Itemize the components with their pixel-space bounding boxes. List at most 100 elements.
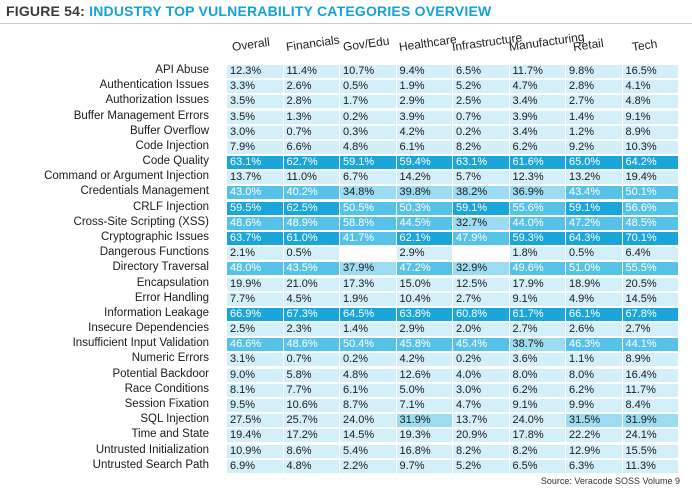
table-cell: 13.7%	[227, 171, 283, 185]
table-cell: 6.2%	[566, 383, 622, 397]
table-cell: 46.3%	[566, 338, 622, 352]
table-cell: 6.2%	[509, 383, 565, 397]
row-label: Cross-Site Scripting (XSS)	[73, 215, 209, 228]
column-header-label: Overall	[231, 34, 271, 54]
table-cell: 48.6%	[227, 216, 283, 230]
table-cell: 10.3%	[622, 140, 678, 154]
table-cell: 9.1%	[622, 110, 678, 124]
table-cell: 47.9%	[453, 231, 509, 245]
figure-name: INDUSTRY TOP VULNERABILITY CATEGORIES OV…	[89, 3, 492, 19]
table-cell: 6.1%	[396, 140, 452, 154]
column-header-label: Tech	[631, 36, 659, 54]
table-cell: 10.4%	[396, 292, 452, 306]
table-cell: 3.0%	[227, 125, 283, 139]
row-label: Code Injection	[135, 139, 209, 152]
table-cell: 11.3%	[622, 459, 678, 473]
table-cell: 8.0%	[509, 368, 565, 382]
row-label: SQL Injection	[140, 413, 209, 426]
table-cell: 8.6%	[283, 444, 339, 458]
table-cell: 5.2%	[453, 459, 509, 473]
table-cell: 9.2%	[566, 140, 622, 154]
table-cell: 2.7%	[622, 323, 678, 337]
table-cell: 4.8%	[283, 459, 339, 473]
table-cell: 14.5%	[622, 292, 678, 306]
table-cell: 24.0%	[340, 414, 396, 428]
table-cell: 2.8%	[566, 80, 622, 94]
table-cell: 4.1%	[622, 80, 678, 94]
table-cell: 7.1%	[396, 398, 452, 412]
table-cell: 0.5%	[566, 247, 622, 261]
table-cell: 31.9%	[622, 414, 678, 428]
table-cell: 3.5%	[227, 110, 283, 124]
row-label: Credentials Management	[80, 185, 210, 198]
table-cell: 11.4%	[283, 65, 339, 78]
table-cell: 8.0%	[566, 368, 622, 382]
table-cell: 48.6%	[283, 338, 339, 352]
table-cell: 31.5%	[566, 414, 622, 428]
table-cell: 9.8%	[566, 65, 622, 78]
table-cell: 5.4%	[340, 444, 396, 458]
table-cell: 45.8%	[396, 338, 452, 352]
table-cell: 38.7%	[509, 338, 565, 352]
table-cell: 2.7%	[453, 292, 509, 306]
table-cell: 10.6%	[283, 398, 339, 412]
table-cell: 4.2%	[396, 125, 452, 139]
table-cell: 12.9%	[566, 444, 622, 458]
table-cell: 3.6%	[509, 353, 565, 367]
table-cell: 64.2%	[622, 156, 678, 170]
table-cell: 70.1%	[622, 231, 678, 245]
row-label: Buffer Overflow	[129, 124, 209, 137]
table-cell: 62.7%	[283, 156, 339, 170]
table-cell: 6.6%	[283, 140, 339, 154]
table-cell: 17.3%	[340, 277, 396, 291]
table-cell: 4.7%	[453, 398, 509, 412]
table-cell: 4.8%	[340, 368, 396, 382]
table-cell: 12.3%	[227, 65, 283, 78]
table-cell: 2.0%	[453, 323, 509, 337]
row-label: Insecure Dependencies	[88, 322, 209, 335]
table-cell: 19.9%	[227, 277, 283, 291]
table-cell: 5.8%	[283, 368, 339, 382]
table-cell: 4.0%	[453, 368, 509, 382]
table-cell: 5.7%	[453, 171, 509, 185]
table-cell: 0.7%	[453, 110, 509, 124]
table-cell: 3.9%	[396, 110, 452, 124]
table-cell: 59.3%	[509, 231, 565, 245]
table-cell: 0.3%	[340, 125, 396, 139]
table-cell: 6.4%	[622, 247, 678, 261]
table-cell: 45.4%	[453, 338, 509, 352]
table-cell: 1.7%	[340, 95, 396, 109]
table-cell: 6.5%	[509, 459, 565, 473]
table-cell: 3.4%	[509, 95, 565, 109]
table-cell: 3.4%	[509, 125, 565, 139]
table-cell: 1.4%	[340, 323, 396, 337]
table-cell: 0.5%	[340, 80, 396, 94]
table-cell: 6.3%	[566, 459, 622, 473]
row-label: Numeric Errors	[131, 352, 209, 365]
table-cell: 17.2%	[283, 429, 339, 443]
table-cell: 1.9%	[340, 292, 396, 306]
table-cell: 2.6%	[283, 80, 339, 94]
row-label: Authorization Issues	[105, 94, 209, 107]
table-cell: 44.5%	[396, 216, 452, 230]
table-cell: 34.8%	[340, 186, 396, 200]
table-cell: 9.9%	[566, 398, 622, 412]
table-cell: 32.9%	[453, 262, 509, 276]
table-cell: 16.4%	[622, 368, 678, 382]
table-cell: 43.5%	[283, 262, 339, 276]
table-cell: 10.7%	[340, 65, 396, 78]
table-cell: 24.0%	[509, 414, 565, 428]
table-cell: 44.0%	[509, 216, 565, 230]
table-cell: 63.8%	[396, 307, 452, 321]
table-cell: 7.9%	[227, 140, 283, 154]
table-cell: 67.8%	[622, 307, 678, 321]
column-header-label: Retail	[572, 35, 605, 54]
row-label: Untrusted Initialization	[95, 443, 209, 456]
table-cell: 16.5%	[622, 65, 678, 78]
table-cell: 56.6%	[622, 201, 678, 215]
table-cell: 1.9%	[396, 80, 452, 94]
table-cell: 63.1%	[453, 156, 509, 170]
table-cell: 17.9%	[509, 277, 565, 291]
table-cell: 14.2%	[396, 171, 452, 185]
table-cell: 31.9%	[396, 414, 452, 428]
